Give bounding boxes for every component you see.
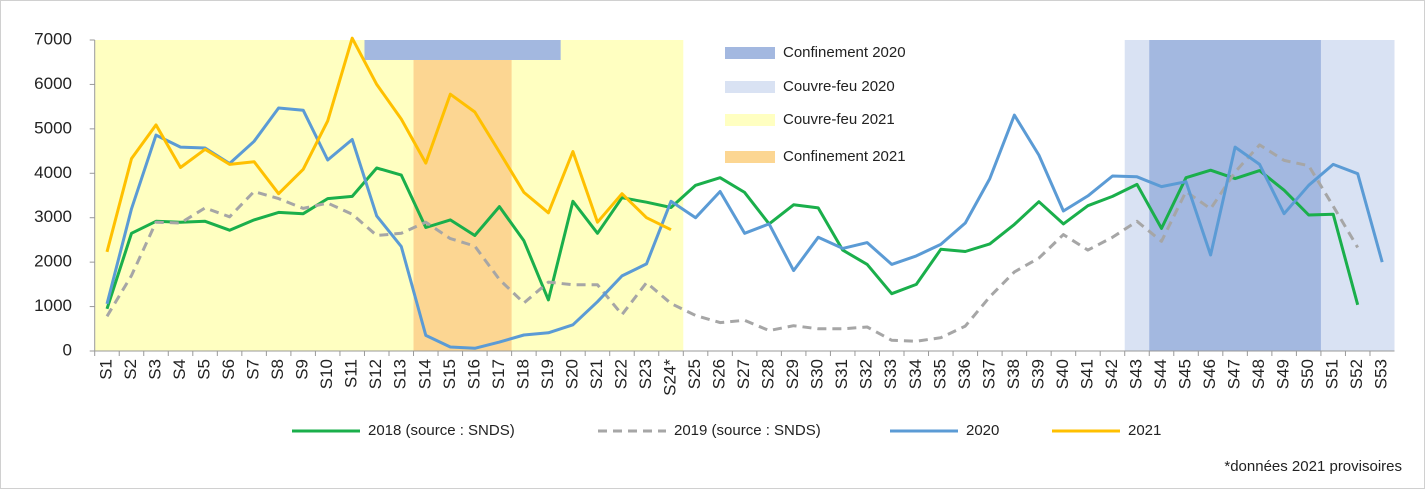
x-tick-label: S28 bbox=[759, 359, 778, 389]
y-tick-label: 5000 bbox=[34, 118, 72, 137]
legend-label: 2021 bbox=[1128, 422, 1161, 439]
x-tick-label: S48 bbox=[1249, 359, 1268, 389]
x-tick-label: S42 bbox=[1102, 359, 1121, 389]
legend-label: Confinement 2020 bbox=[783, 44, 906, 61]
period-band bbox=[94, 40, 684, 351]
y-tick-label: 7000 bbox=[34, 29, 72, 48]
y-tick-label: 3000 bbox=[34, 207, 72, 226]
x-tick-label: S46 bbox=[1200, 359, 1219, 389]
x-tick-label: S36 bbox=[955, 359, 974, 389]
x-tick-label: S5 bbox=[195, 359, 214, 380]
legend-swatch bbox=[725, 81, 775, 93]
x-tick-label: S12 bbox=[366, 359, 385, 389]
x-tick-label: S50 bbox=[1298, 359, 1317, 389]
x-tick-label: S49 bbox=[1274, 359, 1293, 389]
x-tick-label: S4 bbox=[170, 359, 189, 380]
x-tick-label: S27 bbox=[734, 359, 753, 389]
x-tick-label: S51 bbox=[1323, 359, 1342, 389]
x-tick-label: S30 bbox=[808, 359, 827, 389]
legend-swatch bbox=[725, 47, 775, 59]
legend-swatch bbox=[725, 114, 775, 126]
x-tick-label: S19 bbox=[538, 359, 557, 389]
x-tick-label: S22 bbox=[611, 359, 630, 389]
x-tick-label: S24* bbox=[661, 359, 680, 396]
legend-label: Couvre-feu 2020 bbox=[783, 78, 895, 95]
x-tick-label: S26 bbox=[710, 359, 729, 389]
x-tick-label: S45 bbox=[1176, 359, 1195, 389]
y-tick-label: 6000 bbox=[34, 74, 72, 93]
x-tick-label: S14 bbox=[415, 359, 434, 389]
x-tick-label: S1 bbox=[96, 359, 115, 380]
x-tick-label: S18 bbox=[513, 359, 532, 389]
series-line bbox=[105, 143, 1359, 343]
legend-label: 2020 bbox=[966, 422, 999, 439]
legend-label: Couvre-feu 2021 bbox=[783, 111, 895, 128]
legend-label: 2018 (source : SNDS) bbox=[368, 422, 515, 439]
x-tick-label: S44 bbox=[1151, 359, 1170, 389]
x-tick-label: S41 bbox=[1077, 359, 1096, 389]
x-tick-label: S32 bbox=[857, 359, 876, 389]
x-tick-label: S35 bbox=[930, 359, 949, 389]
x-tick-label: S33 bbox=[881, 359, 900, 389]
x-tick-label: S43 bbox=[1126, 359, 1145, 389]
x-tick-label: S16 bbox=[464, 359, 483, 389]
x-tick-label: S52 bbox=[1347, 359, 1366, 389]
x-tick-label: S31 bbox=[832, 359, 851, 389]
y-tick-label: 2000 bbox=[34, 252, 72, 271]
period-band bbox=[364, 40, 561, 60]
x-tick-label: S20 bbox=[562, 359, 581, 389]
period-band bbox=[1149, 40, 1321, 351]
x-tick-label: S3 bbox=[145, 359, 164, 380]
legend-label: 2019 (source : SNDS) bbox=[674, 422, 821, 439]
x-tick-label: S34 bbox=[906, 359, 925, 389]
footnote: *données 2021 provisoires bbox=[1224, 458, 1402, 475]
series-line bbox=[105, 36, 672, 253]
x-tick-label: S53 bbox=[1372, 359, 1391, 389]
x-tick-label: S11 bbox=[342, 359, 361, 388]
x-tick-label: S10 bbox=[317, 359, 336, 389]
series-line bbox=[105, 106, 1384, 350]
x-tick-label: S40 bbox=[1053, 359, 1072, 389]
x-tick-label: S9 bbox=[293, 359, 312, 380]
legend-swatch bbox=[725, 151, 775, 163]
x-tick-label: S29 bbox=[783, 359, 802, 389]
x-tick-label: S37 bbox=[979, 359, 998, 389]
x-tick-label: S38 bbox=[1004, 359, 1023, 389]
x-tick-label: S7 bbox=[244, 359, 263, 380]
y-tick-label: 4000 bbox=[34, 163, 72, 182]
y-tick-label: 1000 bbox=[34, 296, 72, 315]
x-tick-label: S47 bbox=[1225, 359, 1244, 389]
x-tick-label: S13 bbox=[391, 359, 410, 389]
x-tick-label: S15 bbox=[440, 359, 459, 389]
period-band bbox=[413, 40, 512, 351]
x-tick-label: S21 bbox=[587, 359, 606, 389]
x-tick-label: S39 bbox=[1028, 359, 1047, 389]
x-tick-label: S6 bbox=[219, 359, 238, 380]
x-tick-label: S8 bbox=[268, 359, 287, 380]
x-tick-label: S2 bbox=[121, 359, 140, 380]
y-tick-label: 0 bbox=[63, 340, 72, 359]
x-tick-label: S25 bbox=[685, 359, 704, 389]
x-tick-label: S23 bbox=[636, 359, 655, 389]
legend-label: Confinement 2021 bbox=[783, 148, 906, 165]
x-tick-label: S17 bbox=[489, 359, 508, 389]
